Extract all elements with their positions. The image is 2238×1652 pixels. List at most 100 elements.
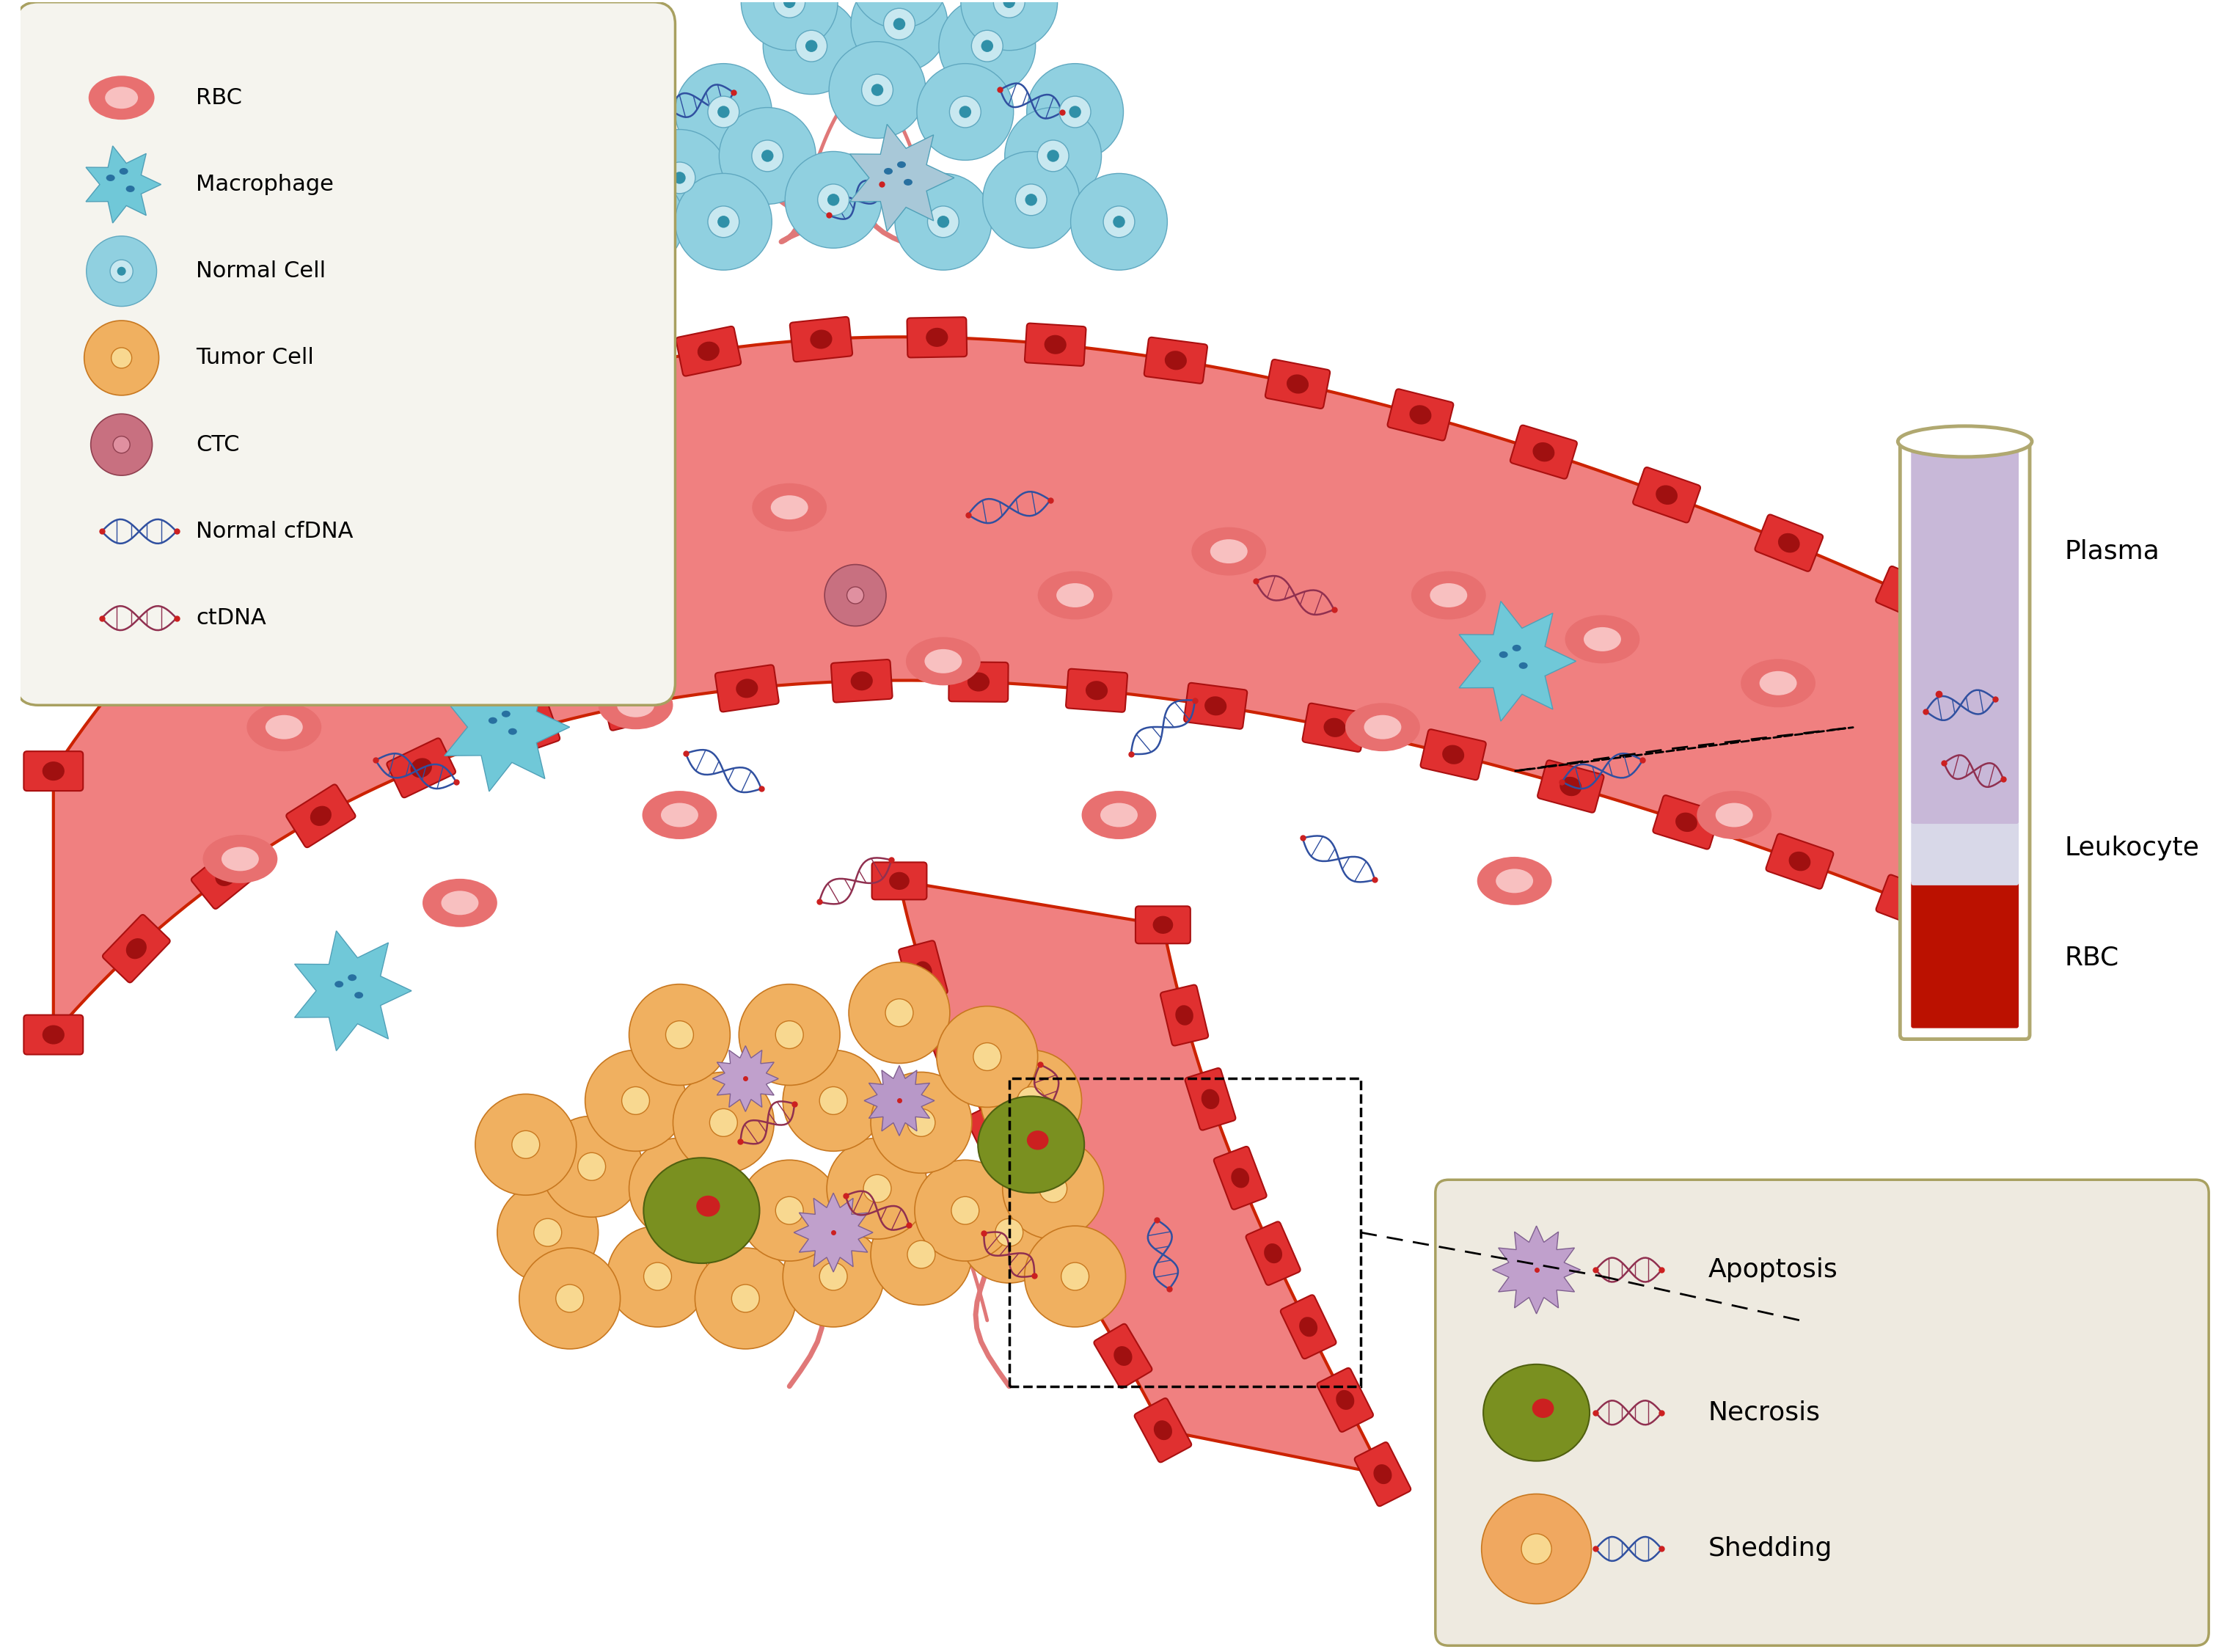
- Ellipse shape: [1482, 1493, 1591, 1604]
- Ellipse shape: [974, 1042, 1000, 1070]
- Ellipse shape: [533, 527, 606, 575]
- Ellipse shape: [629, 216, 642, 228]
- Ellipse shape: [215, 866, 237, 885]
- Ellipse shape: [1336, 1389, 1354, 1409]
- Ellipse shape: [1101, 803, 1137, 828]
- Ellipse shape: [1560, 776, 1582, 796]
- Ellipse shape: [826, 1138, 929, 1239]
- Ellipse shape: [777, 1021, 803, 1049]
- Ellipse shape: [1300, 1317, 1318, 1336]
- FancyBboxPatch shape: [177, 550, 244, 618]
- Ellipse shape: [501, 710, 510, 717]
- FancyBboxPatch shape: [266, 479, 333, 545]
- FancyBboxPatch shape: [1538, 760, 1605, 813]
- Ellipse shape: [618, 694, 653, 717]
- Ellipse shape: [915, 1160, 1016, 1260]
- Ellipse shape: [1777, 534, 1799, 553]
- Ellipse shape: [895, 173, 991, 269]
- Ellipse shape: [589, 363, 611, 383]
- FancyBboxPatch shape: [900, 940, 947, 1003]
- Ellipse shape: [949, 96, 980, 127]
- Ellipse shape: [985, 1123, 1003, 1143]
- Ellipse shape: [927, 327, 949, 347]
- Ellipse shape: [1070, 106, 1081, 117]
- FancyBboxPatch shape: [1318, 1368, 1374, 1432]
- Ellipse shape: [864, 1175, 891, 1203]
- FancyBboxPatch shape: [1162, 985, 1209, 1046]
- FancyBboxPatch shape: [1435, 1180, 2209, 1645]
- Polygon shape: [1493, 1226, 1580, 1313]
- Ellipse shape: [92, 415, 152, 476]
- FancyBboxPatch shape: [1213, 1146, 1267, 1209]
- Ellipse shape: [119, 659, 139, 681]
- Ellipse shape: [828, 193, 839, 206]
- Ellipse shape: [1038, 572, 1112, 620]
- FancyBboxPatch shape: [1052, 1251, 1110, 1315]
- Ellipse shape: [938, 216, 949, 228]
- Ellipse shape: [114, 436, 130, 453]
- Ellipse shape: [752, 140, 783, 172]
- FancyBboxPatch shape: [1911, 881, 2019, 1028]
- Ellipse shape: [819, 1262, 848, 1290]
- Polygon shape: [794, 1193, 873, 1272]
- Ellipse shape: [311, 806, 331, 826]
- Ellipse shape: [410, 758, 432, 778]
- Ellipse shape: [871, 1204, 971, 1305]
- Ellipse shape: [622, 1087, 649, 1115]
- Ellipse shape: [850, 0, 947, 28]
- Ellipse shape: [718, 107, 817, 205]
- Ellipse shape: [620, 206, 651, 238]
- Ellipse shape: [1564, 615, 1640, 664]
- Polygon shape: [1459, 601, 1576, 722]
- Ellipse shape: [1513, 644, 1522, 651]
- Polygon shape: [850, 124, 953, 231]
- FancyBboxPatch shape: [16, 2, 676, 705]
- Ellipse shape: [606, 1226, 707, 1327]
- Ellipse shape: [116, 268, 125, 276]
- Text: CTC: CTC: [197, 434, 239, 456]
- Ellipse shape: [483, 398, 506, 418]
- Text: Leukocyte: Leukocyte: [2066, 836, 2200, 861]
- Ellipse shape: [971, 30, 1003, 61]
- Ellipse shape: [951, 1196, 978, 1224]
- Ellipse shape: [645, 1158, 759, 1264]
- Ellipse shape: [642, 791, 716, 839]
- Ellipse shape: [201, 573, 222, 595]
- Ellipse shape: [1495, 869, 1533, 894]
- Ellipse shape: [893, 18, 906, 30]
- Ellipse shape: [1204, 697, 1226, 715]
- Ellipse shape: [763, 0, 859, 94]
- Ellipse shape: [698, 342, 718, 360]
- FancyBboxPatch shape: [1755, 514, 1824, 572]
- FancyBboxPatch shape: [1280, 1295, 1336, 1358]
- Ellipse shape: [696, 1247, 797, 1350]
- Ellipse shape: [631, 129, 727, 226]
- Ellipse shape: [1059, 96, 1090, 127]
- Ellipse shape: [1585, 628, 1620, 651]
- Ellipse shape: [1027, 1130, 1050, 1150]
- Ellipse shape: [336, 981, 342, 988]
- Ellipse shape: [797, 30, 828, 61]
- Ellipse shape: [1788, 851, 1811, 871]
- FancyBboxPatch shape: [873, 862, 927, 900]
- Ellipse shape: [1103, 206, 1135, 238]
- FancyBboxPatch shape: [190, 843, 260, 909]
- Ellipse shape: [204, 834, 278, 884]
- Text: Tumor Cell: Tumor Cell: [197, 347, 313, 368]
- Ellipse shape: [43, 1026, 65, 1044]
- Ellipse shape: [1374, 1464, 1392, 1483]
- FancyBboxPatch shape: [1007, 1178, 1065, 1242]
- FancyBboxPatch shape: [1094, 1323, 1153, 1388]
- Ellipse shape: [105, 88, 139, 109]
- FancyBboxPatch shape: [1065, 669, 1128, 712]
- Ellipse shape: [978, 1097, 1083, 1193]
- Ellipse shape: [886, 999, 913, 1026]
- Ellipse shape: [850, 0, 947, 73]
- Ellipse shape: [1045, 335, 1065, 354]
- FancyBboxPatch shape: [1186, 1069, 1235, 1130]
- Ellipse shape: [967, 672, 989, 692]
- FancyBboxPatch shape: [676, 327, 741, 377]
- Ellipse shape: [1898, 426, 2032, 458]
- FancyBboxPatch shape: [602, 679, 667, 730]
- Ellipse shape: [1231, 1168, 1249, 1188]
